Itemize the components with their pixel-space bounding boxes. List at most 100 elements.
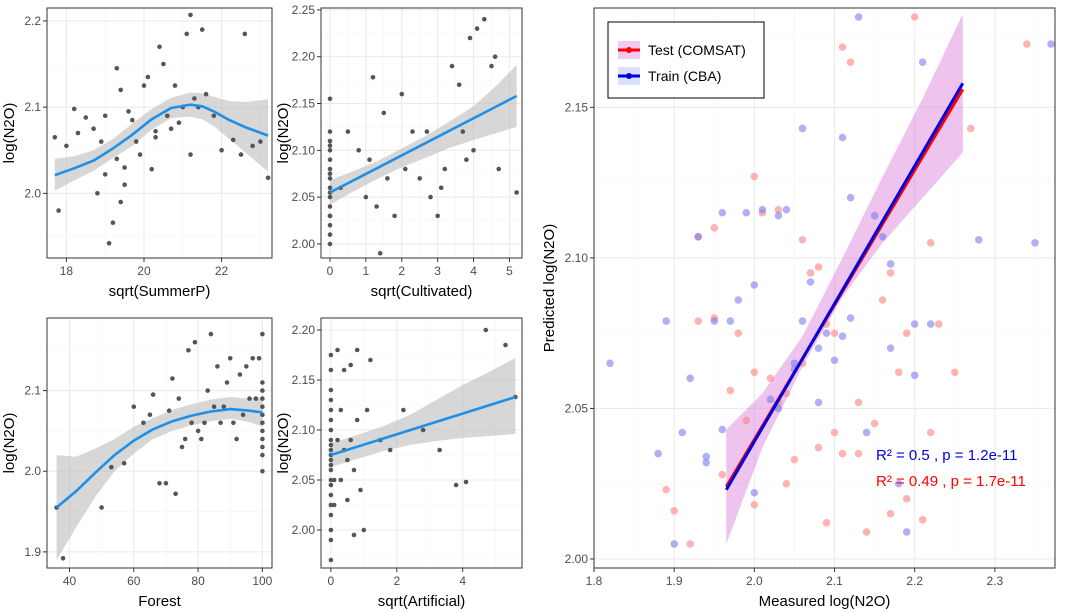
test-point — [870, 419, 879, 428]
data-point — [64, 143, 69, 149]
test-point — [774, 205, 783, 214]
data-point — [327, 129, 333, 134]
x-axis-label: sqrt(Artificial) — [378, 593, 466, 610]
y-tick-label: 2.10 — [292, 143, 316, 157]
train-point — [1031, 239, 1039, 247]
test-point — [838, 43, 847, 51]
data-point — [327, 241, 333, 247]
data-point — [122, 165, 127, 170]
panel-summerp: 18 20 22 2.0 2.1 2.2 sqrt(SummerP) log(N2O) — [1, 7, 273, 300]
data-point — [91, 126, 96, 131]
data-point — [137, 152, 143, 157]
y-axis-label: Predicted log(N2O) — [541, 224, 558, 352]
data-point — [351, 532, 357, 538]
data-point — [463, 479, 469, 485]
x-tick-label: 1.9 — [666, 574, 683, 588]
data-point — [99, 505, 104, 510]
data-point — [328, 397, 334, 403]
data-point — [221, 404, 227, 410]
data-point — [260, 444, 265, 450]
train-point — [870, 211, 879, 220]
data-point — [199, 436, 204, 442]
data-point — [56, 208, 61, 213]
data-point — [102, 172, 108, 177]
legend: Test (COMSAT) Train (CBA) — [607, 21, 765, 99]
plot-background — [594, 8, 1055, 568]
test-point — [894, 368, 903, 377]
data-point — [153, 135, 158, 140]
data-point — [335, 437, 340, 443]
test-point — [910, 13, 919, 21]
data-point — [345, 497, 350, 503]
x-tick-label: 2.3 — [987, 574, 1004, 588]
train-point — [862, 428, 871, 437]
y-tick-label: 2.05 — [292, 473, 316, 487]
data-point — [327, 232, 333, 237]
train-point — [910, 371, 919, 380]
data-point — [192, 96, 197, 101]
train-point — [670, 540, 678, 548]
train-point — [846, 193, 855, 202]
train-point — [854, 13, 863, 21]
smooth-line — [329, 94, 518, 194]
data-point — [437, 447, 442, 453]
test-point — [686, 540, 694, 548]
data-point — [242, 31, 248, 37]
data-point — [121, 460, 127, 466]
data-point — [250, 143, 255, 149]
data-point — [453, 482, 459, 488]
data-point — [341, 367, 347, 373]
data-point — [203, 91, 209, 97]
plot-area — [328, 327, 518, 563]
data-point — [401, 407, 406, 413]
data-point — [374, 204, 379, 209]
y-tick-label: 2.25 — [292, 3, 316, 17]
train-point — [782, 205, 791, 214]
train-point — [1047, 40, 1055, 48]
data-point — [218, 420, 223, 426]
panel-border — [320, 7, 523, 259]
data-point — [328, 477, 334, 483]
data-point — [215, 364, 220, 369]
test-point — [750, 368, 759, 377]
data-point — [109, 464, 114, 470]
data-point — [328, 462, 334, 468]
data-point — [182, 436, 188, 442]
data-point — [260, 452, 265, 458]
test-point — [902, 495, 911, 503]
train-point — [806, 278, 815, 286]
data-point — [331, 477, 337, 483]
data-point — [260, 404, 265, 410]
data-point — [147, 412, 153, 418]
data-point — [367, 157, 372, 162]
data-point — [260, 388, 265, 393]
data-point — [231, 420, 236, 426]
data-point — [482, 16, 487, 22]
y-tick-label: 2.20 — [292, 50, 316, 64]
data-point — [338, 477, 344, 483]
data-point — [260, 396, 265, 401]
test-point — [902, 329, 911, 338]
y-tick-label: 2.0 — [24, 186, 41, 200]
data-point — [435, 213, 441, 219]
data-point — [260, 468, 265, 474]
data-point — [327, 148, 333, 153]
data-point — [327, 194, 333, 200]
data-point — [118, 87, 123, 93]
data-point — [327, 213, 333, 219]
stat-annotation: R² = 0.49 , p = 1.7e-11 — [876, 473, 1026, 490]
data-point — [161, 61, 166, 67]
data-point — [126, 109, 131, 114]
data-point — [392, 213, 397, 219]
data-point — [157, 481, 162, 486]
data-point — [328, 407, 334, 413]
x-tick-label: 2.0 — [746, 574, 763, 588]
data-point — [456, 82, 462, 88]
data-point — [157, 44, 162, 50]
y-tick-label: 2.10 — [292, 423, 316, 437]
data-point — [335, 347, 340, 353]
panel-border — [320, 317, 523, 569]
data-point — [328, 437, 334, 443]
train-point — [878, 233, 887, 241]
